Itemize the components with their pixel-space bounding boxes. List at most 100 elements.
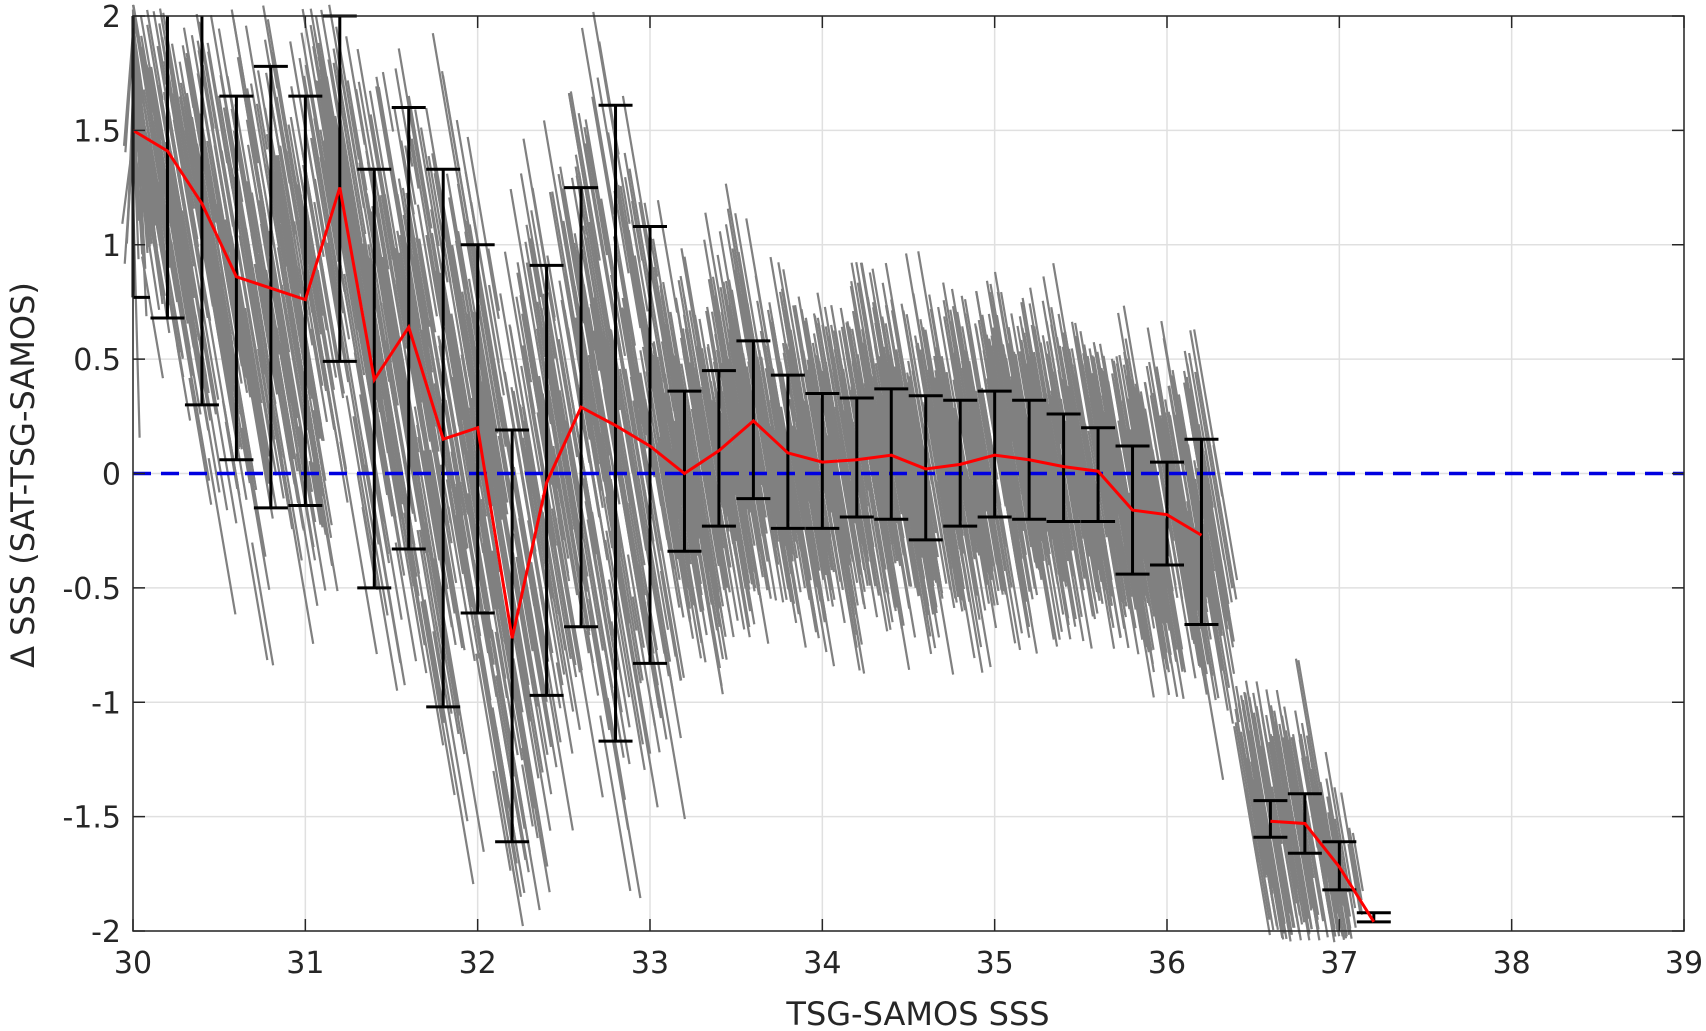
scatter-streak xyxy=(722,281,766,522)
scatter-streak xyxy=(165,177,203,376)
scatter-streak xyxy=(1072,411,1093,515)
scatter-streak xyxy=(1194,371,1234,589)
scatter-streak xyxy=(924,404,960,598)
scatter-streak xyxy=(408,556,422,623)
scatter-streak xyxy=(802,350,831,507)
scatter-streak xyxy=(659,570,677,657)
scatter-streak xyxy=(278,181,323,426)
x-tick-label: 33 xyxy=(631,946,669,981)
scatter-streak xyxy=(972,350,1024,634)
scatter-streak xyxy=(385,340,399,406)
scatter-streak xyxy=(388,442,408,541)
scatter-streak xyxy=(638,379,669,540)
scatter-streak xyxy=(620,475,668,740)
scatter-streak xyxy=(374,374,428,674)
scatter-streak xyxy=(727,388,748,494)
scatter-streak xyxy=(450,313,488,517)
scatter-streak xyxy=(569,91,601,261)
scatter-streak xyxy=(732,319,764,486)
scatter-streak xyxy=(1143,439,1164,544)
scatter-streak xyxy=(694,375,739,621)
scatter-streak xyxy=(270,410,291,511)
scatter-streak xyxy=(1255,681,1302,941)
x-tick-label: 31 xyxy=(286,946,324,981)
scatter-streak xyxy=(1278,723,1313,911)
scatter-streak xyxy=(277,441,315,645)
scatter-streak xyxy=(584,143,612,289)
scatter-streak xyxy=(281,216,322,439)
scatter-streak xyxy=(730,445,748,534)
scatter-streak xyxy=(208,274,241,448)
x-tick-label: 36 xyxy=(1148,946,1186,981)
scatter-streak xyxy=(281,321,314,492)
scatter-streak xyxy=(903,389,955,675)
scatter-streak xyxy=(966,364,988,471)
scatter-streak xyxy=(479,299,503,423)
scatter-streak xyxy=(1141,440,1165,564)
scatter-streak xyxy=(203,219,235,391)
scatter-streak xyxy=(1087,473,1105,559)
scatter-streak xyxy=(964,473,981,556)
scatter-streak xyxy=(660,341,675,411)
scatter-streak xyxy=(238,292,269,456)
scatter-streak xyxy=(970,403,991,507)
scatter-streak xyxy=(605,530,644,745)
scatter-streak xyxy=(1133,515,1151,607)
scatter-streak xyxy=(309,328,329,423)
scatter-streak xyxy=(564,361,580,438)
scatter-streak xyxy=(1265,714,1304,925)
scatter-streak xyxy=(461,291,501,508)
scatter-streak xyxy=(869,391,902,567)
scatter-streak xyxy=(590,511,609,601)
scatter-streak xyxy=(177,195,189,250)
scatter-streak xyxy=(438,218,452,284)
scatter-streak xyxy=(681,427,705,551)
scatter-streak xyxy=(1347,843,1362,913)
scatter-streak xyxy=(410,138,444,321)
scatter-streak xyxy=(198,113,240,341)
scatter-streak xyxy=(680,363,725,607)
scatter-streak xyxy=(604,338,646,566)
scatter-streak xyxy=(520,365,541,475)
scatter-streak xyxy=(222,404,239,486)
scatter-streak xyxy=(524,470,538,539)
scatter-streak xyxy=(868,428,888,529)
scatter-streak xyxy=(1175,469,1217,701)
scatter-streak xyxy=(824,326,872,586)
scatter-streak xyxy=(1118,400,1166,660)
scatter-streak xyxy=(1234,722,1271,920)
scatter-streak xyxy=(1187,514,1201,578)
scatter-streak xyxy=(200,363,229,511)
scatter-streak xyxy=(621,297,648,436)
scatter-streak xyxy=(1239,731,1268,878)
scatter-streak xyxy=(656,200,679,313)
scatter-streak xyxy=(1103,477,1128,607)
scatter-streak xyxy=(618,368,672,662)
y-tick-label: -1.5 xyxy=(62,801,121,836)
scatter-streak xyxy=(739,440,751,494)
scatter-streak xyxy=(357,81,410,373)
scatter-streak xyxy=(933,355,963,517)
scatter-streak xyxy=(824,416,845,520)
scatter-streak xyxy=(624,384,670,630)
scatter-streak xyxy=(863,383,897,564)
scatter-streak xyxy=(604,539,646,771)
scatter-streak xyxy=(683,404,721,609)
scatter-streak xyxy=(630,200,644,261)
scatter-streak xyxy=(975,290,1020,539)
scatter-streak xyxy=(950,320,995,567)
scatter-streak xyxy=(619,185,668,453)
scatter-streak xyxy=(793,414,825,581)
scatter-streak xyxy=(593,535,616,653)
scatter-streak xyxy=(609,530,659,808)
mean-line-high xyxy=(1270,819,1376,923)
scatter-streak xyxy=(161,208,211,481)
scatter-streak xyxy=(827,335,854,475)
scatter-streak xyxy=(789,329,833,571)
scatter-streak xyxy=(1243,691,1288,940)
scatter-streak xyxy=(460,354,500,573)
scatter-streak xyxy=(1340,792,1364,915)
scatter-streak xyxy=(308,460,322,525)
scatter-streak xyxy=(357,369,403,620)
scatter-streak xyxy=(169,151,218,415)
